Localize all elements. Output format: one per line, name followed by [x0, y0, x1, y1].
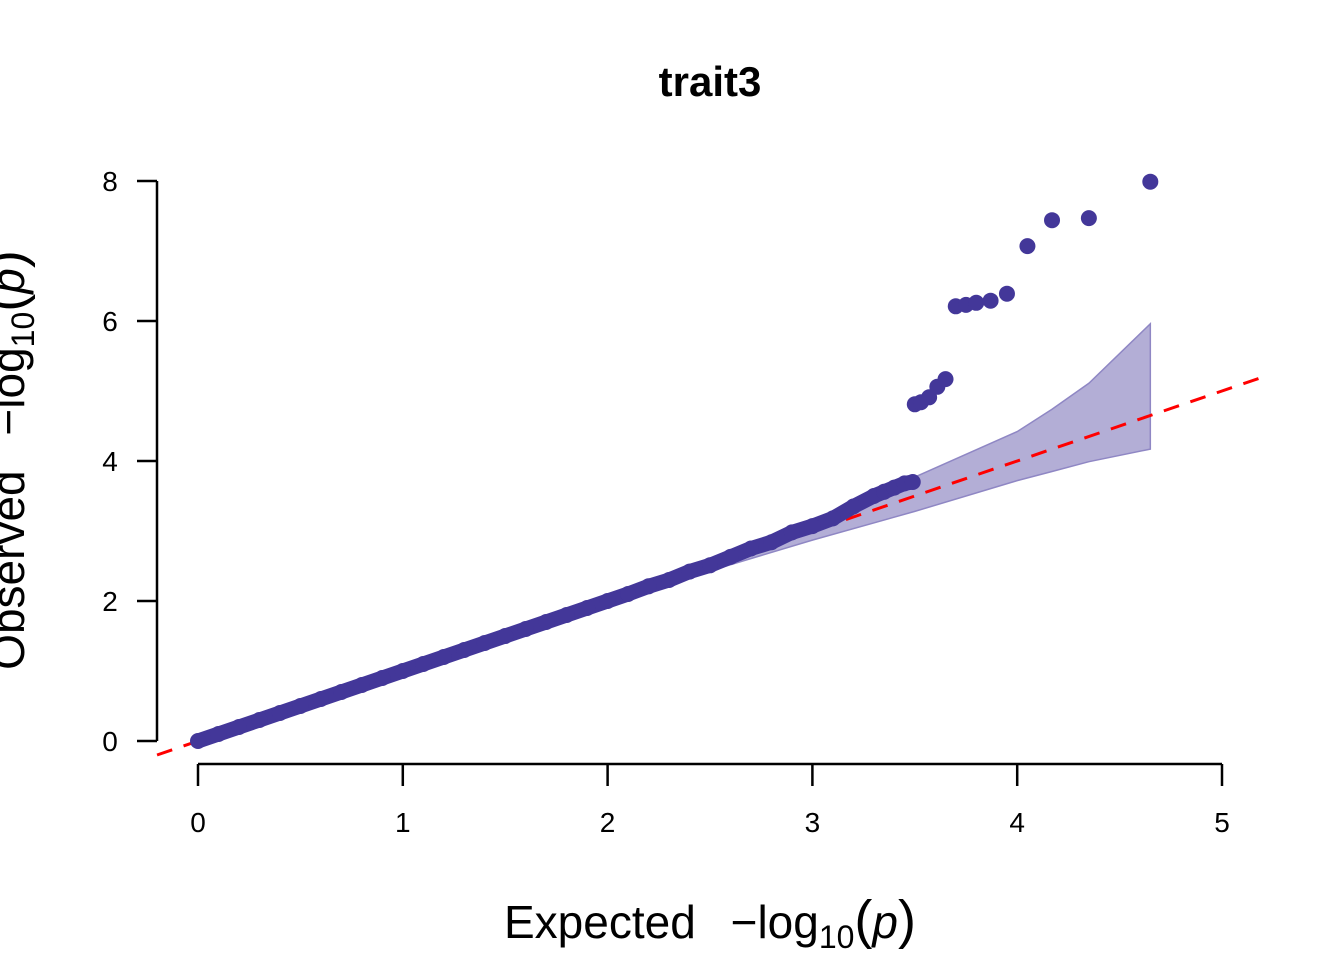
x-axis-label: Expected −log10(p): [504, 890, 916, 955]
data-point: [824, 510, 841, 527]
y-ticks: 0 2 4 6 8: [102, 166, 157, 757]
data-point: [292, 698, 309, 714]
data-point: [476, 635, 493, 651]
confidence-band: [197, 322, 1152, 743]
y-label-minuslog: −log: [0, 347, 34, 435]
x-tick-label: 0: [190, 807, 206, 838]
confidence-band-layer: [197, 322, 1152, 743]
x-label-prefix: Expected: [504, 896, 696, 948]
data-point: [783, 524, 800, 541]
y-tick-label: 4: [102, 446, 118, 477]
x-label-var: p: [870, 896, 898, 948]
data-point: [599, 593, 616, 609]
y-label-var: p: [0, 268, 34, 296]
data-point: [742, 540, 759, 557]
data-point: [904, 474, 921, 490]
x-tick-label: 4: [1009, 807, 1025, 838]
y-tick-label: 6: [102, 306, 118, 337]
data-point: [620, 586, 637, 602]
data-point: [1142, 173, 1159, 190]
x-tick-label: 1: [395, 807, 411, 838]
data-point: [1019, 238, 1036, 255]
data-point: [456, 642, 473, 658]
y-tick-label: 8: [102, 166, 118, 197]
data-point: [1080, 210, 1097, 227]
y-label-prefix: Observed: [0, 470, 34, 669]
data-point: [640, 578, 657, 595]
data-point: [415, 656, 432, 672]
data-point: [998, 285, 1015, 302]
data-point: [661, 572, 678, 588]
data-point: [845, 498, 862, 515]
data-point: [804, 518, 821, 535]
chart-title: trait3: [659, 58, 762, 105]
y-label-sub: 10: [5, 312, 41, 348]
y-tick-label: 2: [102, 586, 118, 617]
x-tick-label: 5: [1214, 807, 1230, 838]
x-tick-label: 3: [805, 807, 821, 838]
data-point: [435, 649, 452, 665]
data-point: [681, 563, 698, 580]
data-point: [251, 712, 268, 728]
y-label-close: ): [0, 250, 36, 268]
x-label-open: (: [854, 890, 872, 950]
data-point: [333, 684, 350, 700]
data-point: [394, 663, 411, 679]
data-point: [1044, 212, 1061, 229]
data-point: [517, 621, 534, 637]
data-point: [271, 705, 288, 721]
data-point: [374, 670, 391, 686]
data-point: [722, 548, 739, 565]
x-label-sub: 10: [819, 919, 855, 955]
x-label-minuslog: −log: [731, 896, 819, 948]
y-label-open: (: [0, 294, 36, 312]
data-point: [702, 557, 718, 574]
data-point: [538, 614, 555, 630]
data-point: [982, 292, 999, 309]
x-ticks: 0 1 2 3 4 5: [190, 764, 1230, 838]
data-point: [230, 719, 247, 735]
data-point: [312, 691, 329, 707]
data-point: [497, 628, 514, 644]
data-point: [579, 600, 596, 616]
x-label-close: ): [898, 890, 916, 950]
data-point: [937, 371, 954, 388]
data-point: [968, 294, 985, 311]
data-point: [190, 733, 206, 749]
points-layer: [190, 173, 1159, 749]
data-point: [558, 607, 575, 623]
data-point: [210, 726, 227, 742]
x-tick-label: 2: [600, 807, 616, 838]
data-point: [353, 677, 370, 693]
y-tick-label: 0: [102, 726, 118, 757]
data-point: [763, 534, 780, 551]
y-axis-label: Observed −log10(p): [0, 250, 41, 670]
